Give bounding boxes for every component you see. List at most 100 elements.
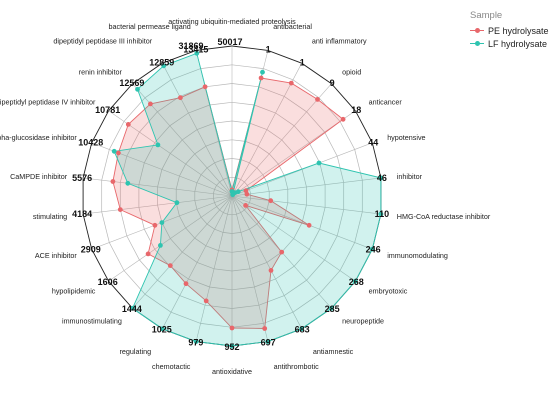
value-label-19: 2909 [81, 245, 101, 255]
category-label-18: hypolipidemic [52, 286, 96, 295]
pe-point-15 [203, 298, 209, 304]
value-label-10: 268 [349, 277, 364, 287]
lf-point-23 [155, 142, 161, 148]
lf-point-18 [158, 243, 163, 248]
pe-point-4 [315, 97, 320, 102]
pe-point-9 [306, 222, 312, 228]
lf-point-25 [161, 63, 167, 69]
pe-point-2 [258, 75, 264, 81]
category-label-14: antioxidative [212, 367, 252, 376]
category-label-25: dipeptidyl peptidase III inhibitor [53, 37, 152, 46]
grid-spoke-25 [162, 63, 233, 197]
grid-spoke-20 [83, 195, 233, 215]
pe-point-5 [340, 116, 346, 122]
pe-point-21 [110, 179, 116, 184]
legend-item-pe: PE hydrolysate [470, 24, 549, 37]
grid-spoke-13 [231, 195, 269, 342]
category-label-8: HMG-CoA reductase inhibitor [397, 212, 491, 221]
value-label-22: 10428 [78, 138, 103, 148]
category-label-23: dipeptidyl peptidase IV inhibitor [0, 98, 96, 107]
value-label-3: 1 [300, 57, 305, 67]
value-label-13: 697 [261, 338, 276, 348]
value-label-18: 1606 [98, 277, 118, 287]
grid-spoke-18 [108, 195, 233, 282]
category-label-7: inhibitor [397, 172, 423, 181]
value-label-12: 683 [295, 325, 310, 335]
value-label-15: 979 [188, 338, 203, 348]
legend-label-lf: LF hydrolysate [488, 38, 548, 49]
pe-point-12 [268, 268, 274, 273]
lf-point-10 [353, 278, 358, 284]
category-label-2: antibacterial [273, 22, 312, 31]
value-label-14: 952 [224, 342, 239, 352]
pe-point-3 [288, 80, 294, 86]
pe-point-24 [148, 101, 153, 107]
value-label-25: 12859 [149, 57, 174, 67]
category-label-19: ACE inhibitor [35, 251, 78, 260]
grid-spoke-21 [83, 177, 233, 197]
lf-point-12 [299, 326, 305, 332]
lf-point-24 [135, 86, 140, 92]
legend-item-lf: LF hydrolysate [470, 37, 549, 50]
lf-point-7 [378, 175, 384, 181]
grid-spoke-4 [231, 83, 332, 197]
radar-series [112, 52, 382, 347]
value-label-9: 246 [366, 245, 381, 255]
lf-point-6 [316, 160, 322, 166]
value-label-24: 12569 [119, 78, 144, 88]
grid-spoke-3 [231, 63, 302, 197]
pe-point-26 [202, 84, 208, 90]
pe-point-8 [268, 198, 274, 204]
value-label-5: 18 [351, 105, 361, 115]
extra-value-label-2: 50017 [217, 37, 242, 47]
grid-spoke-12 [231, 195, 302, 329]
value-label-8: 110 [375, 209, 390, 219]
pe-point-7 [244, 191, 250, 197]
pe-point-14 [229, 325, 235, 331]
grid-spoke-17 [132, 195, 233, 309]
pe-point-18 [145, 251, 151, 257]
value-label-20: 4184 [72, 209, 92, 219]
category-label-12: antiamnestic [313, 347, 354, 356]
radar-points [110, 50, 384, 349]
grid-spoke-7 [231, 177, 381, 197]
category-label-20: stimulating [33, 212, 67, 221]
category-label-11: neuropeptide [342, 316, 384, 325]
category-label-9: immunomodulating [387, 251, 448, 260]
legend-title: Sample [470, 10, 503, 21]
category-label-10: embryotoxic [369, 286, 408, 295]
category-label-21: CaMPDE inhibitor [10, 172, 68, 181]
pe-point-25 [178, 95, 183, 101]
category-label-4: opioid [342, 68, 361, 77]
category-label-15: chemotactic [152, 362, 191, 371]
pe-point-22 [116, 150, 121, 156]
pe-point-17 [167, 263, 173, 268]
category-label-26: bacterial permease ligand [108, 22, 190, 31]
category-label-16: regulating [120, 347, 152, 356]
category-label-13: antithrombotic [274, 362, 320, 371]
category-label-17: immunostimulating [62, 316, 122, 325]
grid-spoke-10 [231, 195, 356, 282]
lf-point-17 [130, 305, 135, 311]
radar-labels: activating ubiquitin-mediated proteolysi… [0, 17, 491, 376]
category-label-3: anti inflammatory [312, 37, 367, 46]
lf-point-15 [193, 339, 199, 344]
extra-value-label-1: 31869 [178, 41, 203, 51]
value-label-21: 5576 [72, 173, 92, 183]
pe-point-11 [279, 249, 285, 255]
grid-spoke-9 [231, 195, 373, 250]
lf-point-13 [265, 339, 271, 344]
lf-point-5 [235, 189, 241, 195]
value-label-26: 13415 [183, 44, 208, 54]
value-label-11: 285 [325, 304, 340, 314]
lf-point-9 [369, 246, 375, 252]
lf-point-20 [174, 200, 180, 206]
grid-spoke-8 [231, 195, 381, 215]
lf-point-14 [229, 343, 235, 349]
pe-point-20 [117, 207, 123, 213]
legend-key-lf [470, 39, 484, 49]
grid-spoke-15 [195, 195, 233, 342]
category-label-1: activating ubiquitin-mediated proteolysi… [168, 17, 296, 26]
legend-key-pe [470, 26, 484, 36]
